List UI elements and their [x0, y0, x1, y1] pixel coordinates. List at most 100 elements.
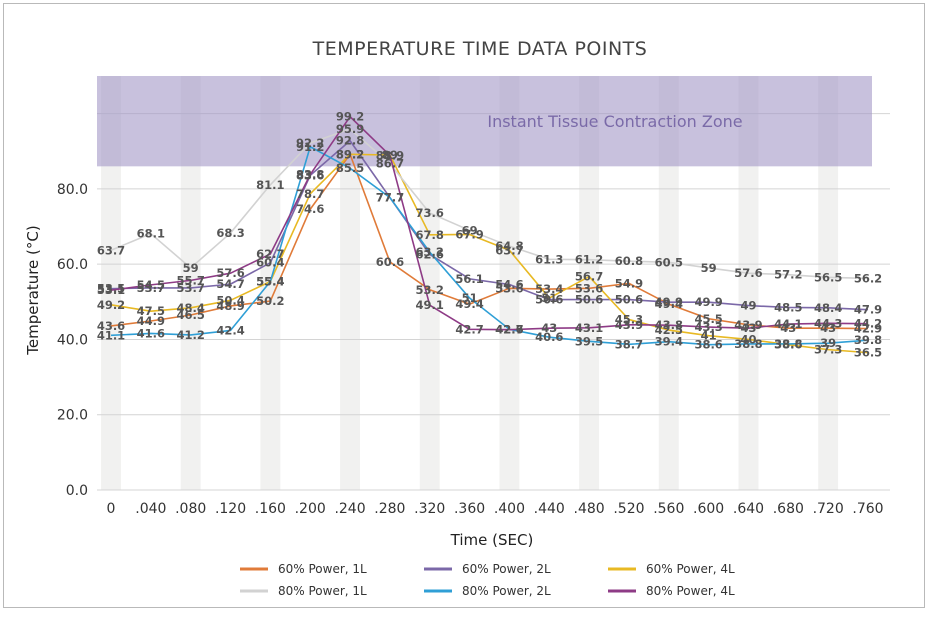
- data-label: 57.2: [774, 268, 802, 282]
- x-tick-label: .520: [613, 501, 644, 517]
- data-label: 83.8: [296, 168, 324, 182]
- y-axis-title: Temperature (°C): [24, 225, 42, 355]
- data-label: 44.2: [854, 317, 882, 331]
- data-label: 53.7: [176, 281, 204, 295]
- legend-label: 80% Power, 2L: [462, 584, 551, 598]
- y-tick-label: 40.0: [57, 332, 88, 348]
- data-label: 43.3: [694, 320, 722, 334]
- data-label: 78.7: [296, 187, 324, 201]
- data-label: 49: [740, 299, 756, 313]
- x-tick-label: .400: [494, 501, 525, 517]
- data-label: 37.3: [814, 343, 842, 357]
- data-label: 50.6: [575, 293, 603, 307]
- data-label: 38.8: [774, 337, 802, 351]
- data-label: 41.1: [97, 328, 125, 342]
- data-label: 42.6: [495, 323, 523, 337]
- data-label: 61.3: [535, 252, 563, 266]
- data-label: 69: [462, 223, 478, 237]
- band: [180, 76, 201, 490]
- data-label: 48.4: [176, 301, 204, 315]
- data-label: 63.7: [495, 243, 523, 257]
- y-tick-label: 60.0: [57, 257, 88, 273]
- data-label: 67.8: [416, 228, 444, 242]
- band: [340, 76, 361, 490]
- data-label: 91.2: [296, 140, 324, 154]
- data-label: 42.4: [216, 323, 244, 337]
- data-label: 56.7: [575, 270, 603, 284]
- x-tick-label: .160: [255, 501, 286, 517]
- data-label: 57.6: [216, 266, 244, 280]
- series-line: [110, 153, 869, 354]
- series-line: [110, 115, 869, 331]
- data-label: 43.9: [615, 318, 643, 332]
- data-label: 88.9: [376, 148, 404, 162]
- data-label: 54.6: [495, 278, 523, 292]
- data-label: 60.8: [615, 254, 643, 268]
- data-label: 81.1: [256, 178, 284, 192]
- data-label: 60.6: [376, 255, 404, 269]
- data-label: 56.5: [814, 270, 842, 284]
- data-label: 48.5: [774, 300, 802, 314]
- band: [818, 76, 839, 490]
- data-label: 56.1: [455, 272, 483, 286]
- data-label: 50.4: [216, 293, 244, 307]
- data-label: 86.7: [376, 157, 404, 171]
- x-tick-label: 0: [107, 501, 116, 517]
- data-label: 95.9: [336, 122, 364, 136]
- x-tick-label: .200: [295, 501, 326, 517]
- data-label: 68.3: [216, 226, 244, 240]
- data-label: 39: [820, 336, 836, 350]
- data-label: 46.5: [176, 308, 204, 322]
- series-line: [110, 139, 869, 311]
- data-label: 57.6: [734, 266, 762, 280]
- data-label: 92.8: [336, 134, 364, 148]
- x-tick-label: .440: [534, 501, 565, 517]
- data-label: 49.9: [655, 295, 683, 309]
- x-tick-label: .480: [574, 501, 605, 517]
- data-label: 50.6: [615, 293, 643, 307]
- data-label: 62.6: [416, 247, 444, 261]
- x-tick-label: .600: [693, 501, 724, 517]
- data-label: 39.4: [655, 335, 683, 349]
- series-line: [110, 153, 869, 330]
- x-tick-label: .640: [733, 501, 764, 517]
- data-label: 64.8: [495, 239, 523, 253]
- data-label: 38.7: [615, 337, 643, 351]
- data-labels: 43.6 44.9 46.5 48.9 50.2 74.6 89.2 60.6 53.2 49.4…: [97, 110, 882, 360]
- series-line: [110, 128, 869, 280]
- data-label: 40.6: [535, 330, 563, 344]
- data-label: 49.1: [416, 298, 444, 312]
- data-label: 48.9: [216, 299, 244, 313]
- data-label: 39.8: [854, 333, 882, 347]
- band: [658, 76, 679, 490]
- data-label: 38.6: [774, 338, 802, 352]
- legend-label: 80% Power, 1L: [278, 584, 367, 598]
- data-label: 44.9: [137, 314, 165, 328]
- data-label: 55.7: [176, 273, 204, 287]
- x-tick-label: .280: [374, 501, 405, 517]
- data-label: 73.6: [416, 206, 444, 220]
- zone-label: Instant Tissue Contraction Zone: [487, 112, 742, 131]
- data-label: 53.6: [495, 281, 523, 295]
- data-label: 61.2: [575, 253, 603, 267]
- contraction-zone: [97, 76, 872, 167]
- y-tick-label: 20.0: [57, 408, 88, 424]
- y-tick-label: 0.0: [66, 483, 88, 499]
- data-label: 42.7: [495, 322, 523, 336]
- data-label: 92.2: [296, 136, 324, 150]
- data-label: 49.4: [655, 297, 683, 311]
- data-label: 49.2: [97, 298, 125, 312]
- data-label: 53.1: [97, 283, 125, 297]
- data-label: 44.1: [774, 317, 802, 331]
- data-label: 50.6: [535, 293, 563, 307]
- data-label: 39.5: [575, 334, 603, 348]
- data-label: 56.2: [854, 271, 882, 285]
- x-axis: 0 .040 .080 .120 .160 .200 .240 .280 .320 .360 .40…: [107, 501, 884, 517]
- data-label: 43: [740, 321, 756, 335]
- data-label: 38.6: [694, 338, 722, 352]
- data-label: 42.7: [455, 322, 483, 336]
- band: [499, 76, 520, 490]
- data-label: 40: [740, 332, 756, 346]
- data-label: 43.8: [655, 318, 683, 332]
